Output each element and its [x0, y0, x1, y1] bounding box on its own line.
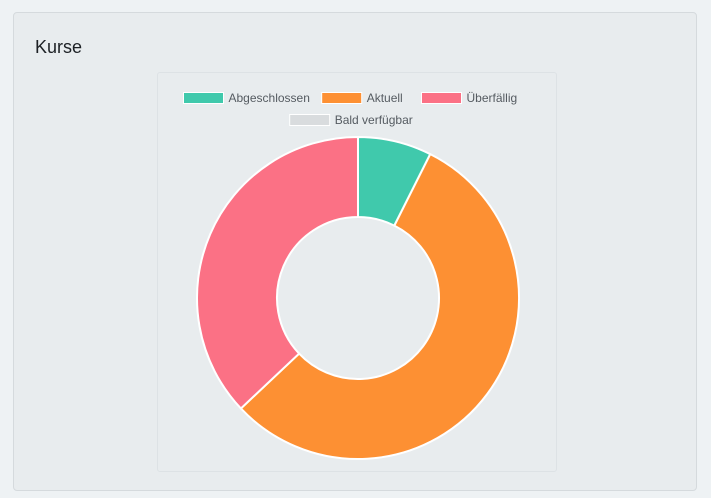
slice-uberfallig[interactable] — [196, 135, 359, 410]
slice-aktuell[interactable] — [239, 152, 520, 460]
courses-card: Kurse Abgeschlossen Aktuell Überfällig Bald… — [13, 12, 697, 491]
legend-swatch-abgeschlossen — [183, 92, 224, 104]
card-title: Kurse — [35, 37, 83, 57]
legend-item-aktuell[interactable]: Aktuell — [321, 91, 403, 105]
legend-label-bald-verfugbar: Bald verfügbar — [335, 113, 413, 127]
donut-chart: Abgeschlossen Aktuell Überfällig Bald verfü… — [183, 91, 520, 460]
chart-container: Abgeschlossen Aktuell Überfällig Bald verfü… — [157, 72, 557, 472]
legend-item-bald-verfugbar[interactable]: Bald verfügbar — [289, 113, 413, 127]
legend-label-aktuell: Aktuell — [367, 91, 403, 105]
legend-item-uberfallig[interactable]: Überfällig — [421, 91, 518, 105]
legend-label-uberfallig: Überfällig — [467, 91, 518, 105]
legend-swatch-aktuell — [321, 92, 363, 104]
legend-swatch-bald-verfugbar — [289, 114, 331, 126]
legend-swatch-uberfallig — [421, 92, 462, 104]
legend-label-abgeschlossen: Abgeschlossen — [229, 91, 310, 105]
legend-item-abgeschlossen[interactable]: Abgeschlossen — [183, 91, 310, 105]
